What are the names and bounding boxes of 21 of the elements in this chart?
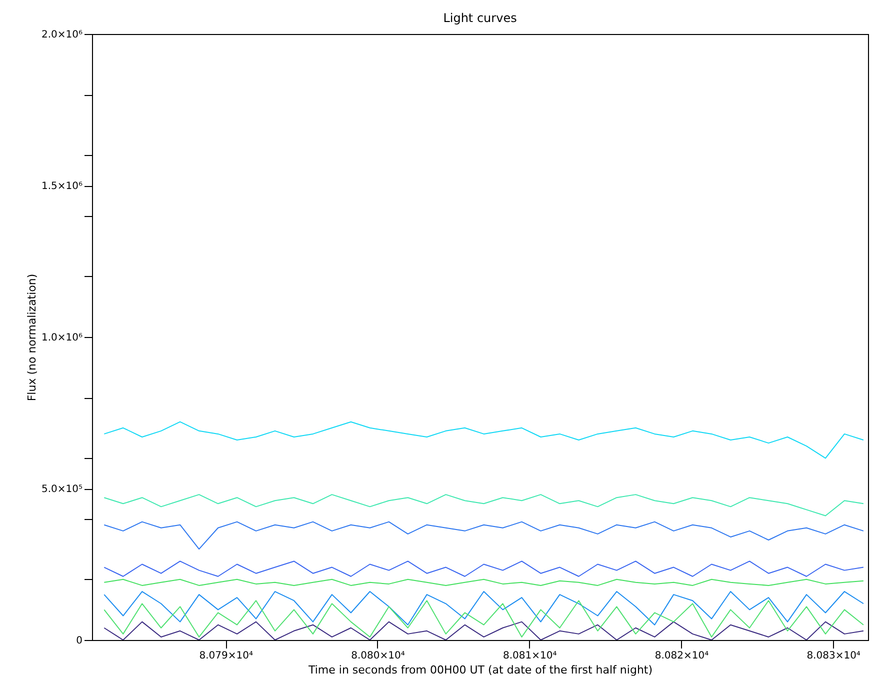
x-tick-label: 8.080×10⁴ [351, 650, 405, 662]
line-series [104, 578, 864, 586]
line-series [104, 421, 864, 459]
chart-title: Light curves [443, 11, 517, 25]
line-series [104, 591, 864, 626]
y-tick-label: 1.0×10⁶ [41, 332, 82, 344]
line-series [104, 521, 864, 550]
y-tick-label: 0 [76, 636, 82, 646]
y-tick-label: 2.0×10⁶ [41, 30, 82, 40]
x-axis-title: Time in seconds from 00H00 UT (at date of the first half night) [307, 664, 653, 676]
line-series [104, 600, 864, 638]
y-axis-title: Flux (no normalization) [25, 274, 38, 402]
line-series [104, 494, 864, 516]
line-series [104, 560, 864, 577]
y-tick-label: 5.0×10⁵ [41, 484, 82, 495]
x-tick-label: 8.081×10⁴ [502, 650, 557, 662]
y-tick-label: 1.5×10⁶ [41, 181, 82, 192]
x-tick-label: 8.083×10⁴ [806, 650, 860, 662]
line-series [104, 621, 864, 640]
x-tick-label: 8.079×10⁴ [199, 650, 254, 662]
x-tick-label: 8.082×10⁴ [654, 650, 709, 662]
